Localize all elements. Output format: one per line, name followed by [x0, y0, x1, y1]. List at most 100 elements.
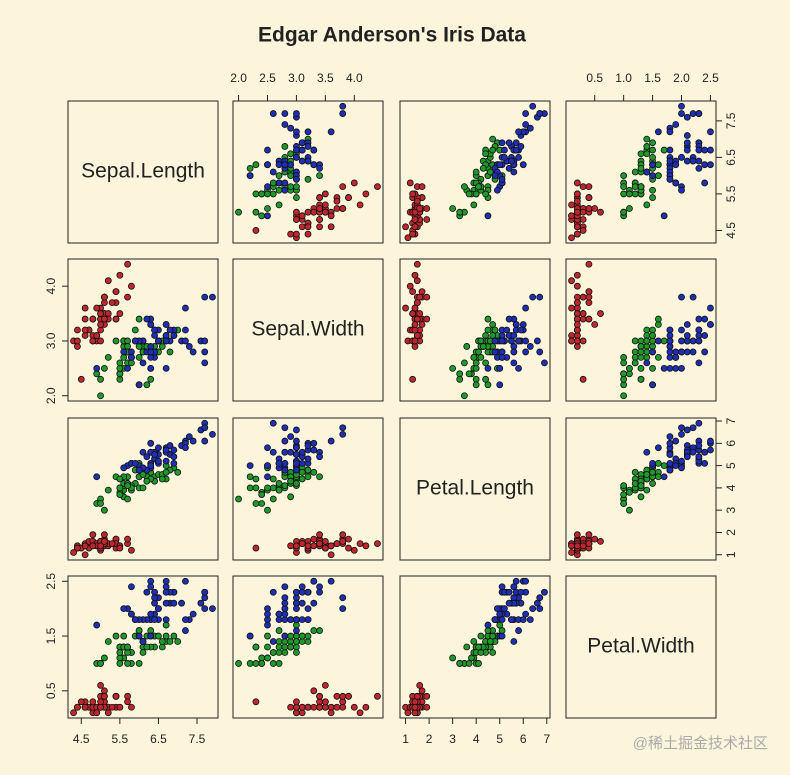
- point: [124, 260, 131, 268]
- point: [151, 594, 158, 602]
- point: [298, 459, 306, 467]
- panel: [232, 575, 384, 719]
- point: [281, 610, 289, 618]
- point: [281, 594, 289, 602]
- point: [287, 161, 295, 169]
- point: [416, 293, 424, 301]
- point: [124, 495, 131, 503]
- point: [409, 230, 417, 238]
- point: [631, 480, 639, 487]
- point: [151, 332, 158, 339]
- point: [695, 157, 703, 165]
- point: [235, 660, 242, 667]
- point: [491, 616, 499, 624]
- point: [512, 321, 520, 328]
- x-tick-label: 5: [496, 732, 503, 746]
- point: [620, 190, 628, 198]
- point: [649, 139, 656, 147]
- point: [406, 282, 414, 290]
- point: [695, 164, 703, 172]
- point: [707, 304, 714, 312]
- point: [77, 375, 85, 383]
- point: [281, 424, 289, 432]
- point: [162, 337, 170, 345]
- point: [327, 223, 335, 231]
- point: [678, 102, 685, 110]
- point: [252, 161, 260, 169]
- point: [209, 605, 216, 613]
- point: [649, 194, 656, 201]
- point: [89, 315, 97, 323]
- point: [585, 540, 593, 547]
- point: [515, 627, 522, 634]
- point: [498, 337, 506, 345]
- x-tick-label: 4: [473, 732, 480, 746]
- point: [170, 599, 178, 607]
- point: [701, 146, 709, 154]
- point: [293, 146, 300, 154]
- point: [116, 703, 124, 711]
- point: [339, 205, 347, 212]
- point: [672, 161, 680, 169]
- point: [235, 495, 242, 503]
- point: [246, 632, 254, 640]
- point: [493, 605, 501, 613]
- point: [128, 610, 135, 618]
- point: [411, 223, 419, 231]
- point: [423, 692, 431, 700]
- point: [339, 102, 347, 110]
- point: [689, 424, 697, 432]
- x-tick-label: 2.0: [230, 71, 247, 85]
- x-tick-label: 3.0: [288, 71, 305, 85]
- point: [573, 190, 581, 198]
- point: [591, 321, 599, 328]
- point: [170, 446, 178, 454]
- y-tick-label: 2: [724, 529, 738, 536]
- point: [522, 110, 530, 117]
- point: [536, 293, 544, 301]
- point: [327, 437, 335, 445]
- point: [413, 299, 421, 307]
- point: [246, 660, 254, 667]
- point: [304, 542, 312, 550]
- point: [275, 660, 283, 667]
- point: [637, 364, 645, 372]
- y-tick-label: 6: [724, 440, 738, 447]
- point: [182, 627, 189, 634]
- point: [310, 439, 318, 447]
- point: [356, 201, 364, 209]
- point: [293, 426, 300, 434]
- y-tick-label: 6.5: [724, 149, 738, 166]
- point: [252, 698, 260, 706]
- point: [695, 146, 703, 154]
- point: [327, 577, 335, 585]
- point: [568, 234, 575, 242]
- point: [293, 194, 300, 201]
- point: [461, 183, 468, 191]
- point: [304, 616, 312, 624]
- point: [449, 205, 457, 212]
- point: [304, 473, 312, 481]
- watermark: @稀土掘金技术社区: [633, 735, 768, 752]
- point: [124, 535, 131, 543]
- point: [517, 588, 525, 596]
- point: [281, 448, 289, 456]
- point: [484, 315, 492, 323]
- point: [275, 172, 283, 180]
- point: [356, 540, 364, 547]
- point: [701, 332, 709, 339]
- point: [707, 321, 714, 328]
- point: [101, 654, 108, 662]
- point: [423, 293, 431, 301]
- point: [643, 168, 651, 176]
- point: [89, 698, 97, 706]
- point: [310, 535, 318, 543]
- point: [304, 632, 312, 640]
- point: [147, 632, 155, 640]
- point: [683, 426, 691, 434]
- point: [402, 304, 409, 312]
- panel: [399, 575, 551, 719]
- point: [209, 293, 216, 301]
- point: [333, 540, 341, 547]
- point: [620, 183, 628, 191]
